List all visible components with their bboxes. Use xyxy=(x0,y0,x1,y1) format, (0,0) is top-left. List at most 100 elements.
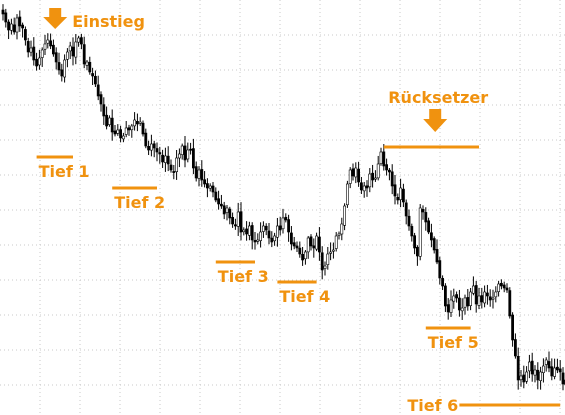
candle-body xyxy=(278,225,282,231)
candle-body xyxy=(516,356,520,381)
candle-body xyxy=(541,365,545,373)
candle-body xyxy=(40,49,44,58)
candle-body xyxy=(471,285,475,294)
candle-body xyxy=(558,368,562,373)
candle-body xyxy=(415,246,419,257)
level-label: Tief 1 xyxy=(39,162,90,181)
candle-body xyxy=(144,132,148,147)
candle-body xyxy=(376,163,380,179)
candle-body xyxy=(275,225,279,238)
candle-body xyxy=(505,287,509,291)
candle-body xyxy=(362,185,366,192)
candle-body xyxy=(57,62,61,71)
candle-body xyxy=(108,117,111,125)
candle-body xyxy=(63,59,67,78)
down-arrow-icon xyxy=(43,8,68,29)
candle-body xyxy=(113,130,117,135)
candle-body xyxy=(186,149,190,160)
candle-body xyxy=(438,260,442,279)
candle-body xyxy=(340,223,344,235)
candle-body xyxy=(354,167,358,178)
candle-body xyxy=(197,169,201,179)
candle-body xyxy=(217,198,221,205)
candle-body xyxy=(54,52,58,63)
candle-body xyxy=(301,253,305,261)
candle-body xyxy=(337,233,341,236)
candle-body xyxy=(511,314,515,341)
candle-body xyxy=(158,152,162,155)
candle-body xyxy=(32,46,36,61)
candle-body xyxy=(292,242,296,247)
candle-body xyxy=(466,297,470,307)
candle-body xyxy=(200,169,204,181)
candle-body xyxy=(452,295,456,302)
candle-body xyxy=(368,173,372,188)
candle-body xyxy=(91,73,95,77)
candle-body xyxy=(242,229,246,233)
candle-body xyxy=(10,23,13,31)
candle-body xyxy=(317,236,321,253)
candle-body xyxy=(407,215,411,227)
candle-body xyxy=(312,245,316,249)
candle-body xyxy=(259,231,263,241)
candle-body xyxy=(245,228,249,235)
candle-body xyxy=(222,205,226,215)
candle-body xyxy=(236,211,240,227)
candle-body xyxy=(234,224,237,227)
candle-body xyxy=(443,285,447,307)
candle-body xyxy=(152,143,156,149)
level-label: Tief 6 xyxy=(407,396,458,415)
candle-body xyxy=(138,121,142,124)
candle-body xyxy=(183,145,187,161)
candle-body xyxy=(37,57,41,66)
candle-body xyxy=(85,61,89,66)
candle-body xyxy=(424,212,428,223)
candle-body xyxy=(96,84,100,97)
candle-body xyxy=(250,225,254,241)
candle-body xyxy=(485,292,489,297)
candle-body xyxy=(371,172,375,181)
candle-body xyxy=(267,230,271,239)
candle-body xyxy=(441,278,445,287)
candles xyxy=(1,4,565,391)
candle-body xyxy=(206,183,209,189)
candle-body xyxy=(192,148,195,169)
chart-annotations: Einstieg Rücksetzer Tief 1 Tief 2 Tief 3 Tief… xyxy=(36,8,561,415)
candle-body xyxy=(256,239,260,242)
candle-body xyxy=(80,37,83,45)
candle-body xyxy=(320,252,324,271)
candle-body xyxy=(418,207,422,257)
candle-body xyxy=(18,16,22,27)
candle-body xyxy=(469,291,473,306)
candle-body xyxy=(88,61,92,73)
candle-body xyxy=(1,9,5,15)
candle-body xyxy=(175,157,179,172)
candle-body xyxy=(189,148,193,151)
candle-body xyxy=(323,265,327,269)
candle-body xyxy=(309,236,313,247)
candle-body xyxy=(497,283,501,292)
candle-body xyxy=(474,285,478,305)
candle-body xyxy=(491,297,495,300)
candle-body xyxy=(164,155,167,163)
candle-body xyxy=(413,235,417,249)
candle-body xyxy=(141,122,145,135)
candle-body xyxy=(480,295,484,303)
candle-body xyxy=(161,154,165,163)
candle-body xyxy=(345,183,349,206)
candle-body xyxy=(77,37,81,43)
down-arrow-icon xyxy=(423,109,448,132)
candle-body xyxy=(261,225,265,232)
candle-body xyxy=(488,296,492,301)
candle-body xyxy=(270,237,274,243)
candle-body xyxy=(387,169,391,173)
candle-body xyxy=(385,164,389,171)
candle-body xyxy=(26,41,30,53)
candle-body xyxy=(289,232,293,245)
candle-body xyxy=(427,220,431,233)
candle-body xyxy=(51,44,55,55)
candle-body xyxy=(455,294,459,299)
candle-body xyxy=(23,29,27,41)
